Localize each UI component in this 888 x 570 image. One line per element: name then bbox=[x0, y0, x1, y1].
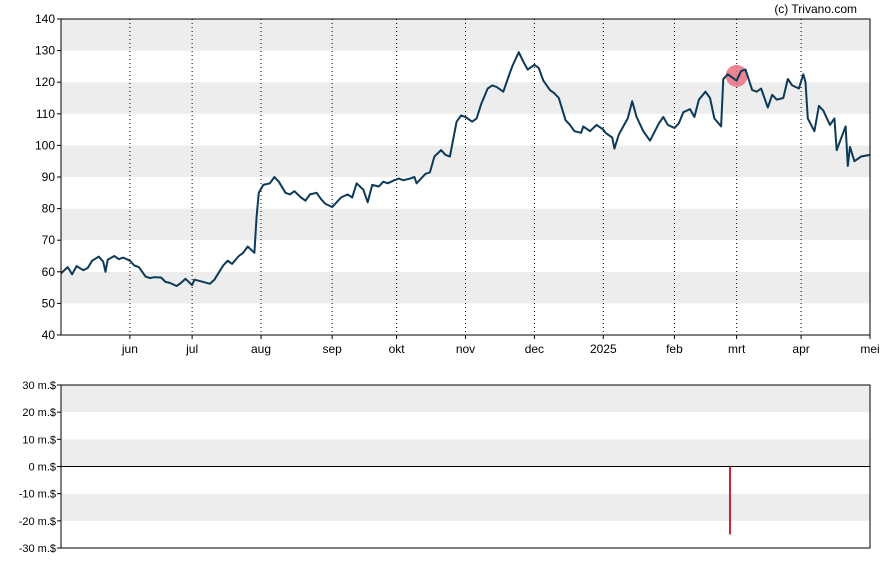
y-tick-label-100: 100 bbox=[35, 138, 55, 152]
x-tick-label-apr: apr bbox=[792, 342, 809, 356]
y-tick-label-50: 50 bbox=[42, 296, 56, 310]
x-tick-label-nov: nov bbox=[456, 342, 475, 356]
price-band-110 bbox=[61, 82, 870, 114]
volume-y-tick-label-20: 20 m.$ bbox=[22, 407, 56, 419]
y-tick-label-40: 40 bbox=[42, 328, 56, 342]
volume-y-tick-label-30: 30 m.$ bbox=[22, 380, 56, 392]
volume-y-tick-label--30: -30 m.$ bbox=[19, 543, 56, 555]
price-y-ticks: 40 50 60 70 80 90 100 110 120 130 140 bbox=[35, 12, 61, 342]
price-series-group bbox=[60, 51, 871, 287]
x-tick-label-dec: dec bbox=[525, 342, 544, 356]
y-tick-label-80: 80 bbox=[42, 202, 56, 216]
y-tick-label-90: 90 bbox=[42, 170, 56, 184]
volume-band-0 bbox=[61, 439, 870, 467]
x-tick-label-2025: 2025 bbox=[590, 342, 617, 356]
volume-band--10 bbox=[61, 466, 870, 494]
price-band-90 bbox=[61, 145, 870, 177]
volume-band--30 bbox=[61, 520, 870, 548]
x-tick-label-jun: jun bbox=[121, 342, 138, 356]
volume-band--20 bbox=[61, 493, 870, 521]
x-tick-label-feb: feb bbox=[666, 342, 683, 356]
volume-y-tick-label-10: 10 m.$ bbox=[22, 434, 56, 446]
volume-band-10 bbox=[61, 412, 870, 440]
x-tick-label-aug: aug bbox=[251, 342, 271, 356]
volume-band-20 bbox=[61, 385, 870, 413]
price-band-130 bbox=[61, 19, 870, 51]
volume-y-tick-label--20: -20 m.$ bbox=[19, 516, 56, 528]
price-band-100 bbox=[61, 113, 870, 146]
price-band-70 bbox=[61, 208, 870, 241]
x-tick-label-mrt: mrt bbox=[728, 342, 746, 356]
x-tick-label-mei: mei bbox=[860, 342, 879, 356]
y-tick-label-110: 110 bbox=[36, 107, 55, 121]
y-tick-label-120: 120 bbox=[35, 75, 55, 89]
volume-y-tick-label-0: 0 m.$ bbox=[28, 462, 56, 474]
copyright-text: (c) Trivano.com bbox=[774, 2, 857, 16]
x-tick-label-jul: jul bbox=[185, 342, 198, 356]
volume-y-tick-label--10: -10 m.$ bbox=[19, 489, 56, 501]
volume-y-ticks: 30 m.$ 20 m.$ 10 m.$ 0 m.$ -10 m.$ -20 m.$ -30… bbox=[19, 380, 61, 555]
x-tick-label-sep: sep bbox=[322, 342, 342, 356]
y-tick-label-140: 140 bbox=[35, 12, 55, 26]
x-tick-label-okt: okt bbox=[389, 342, 406, 356]
price-x-ticks: jun jul aug sep okt nov dec 2025 feb mrt apr mei bbox=[121, 335, 880, 356]
y-tick-label-70: 70 bbox=[42, 233, 56, 247]
price-line bbox=[60, 51, 871, 287]
y-tick-label-130: 130 bbox=[35, 44, 55, 58]
y-tick-label-60: 60 bbox=[42, 265, 56, 279]
volume-grid-bands bbox=[61, 385, 870, 548]
